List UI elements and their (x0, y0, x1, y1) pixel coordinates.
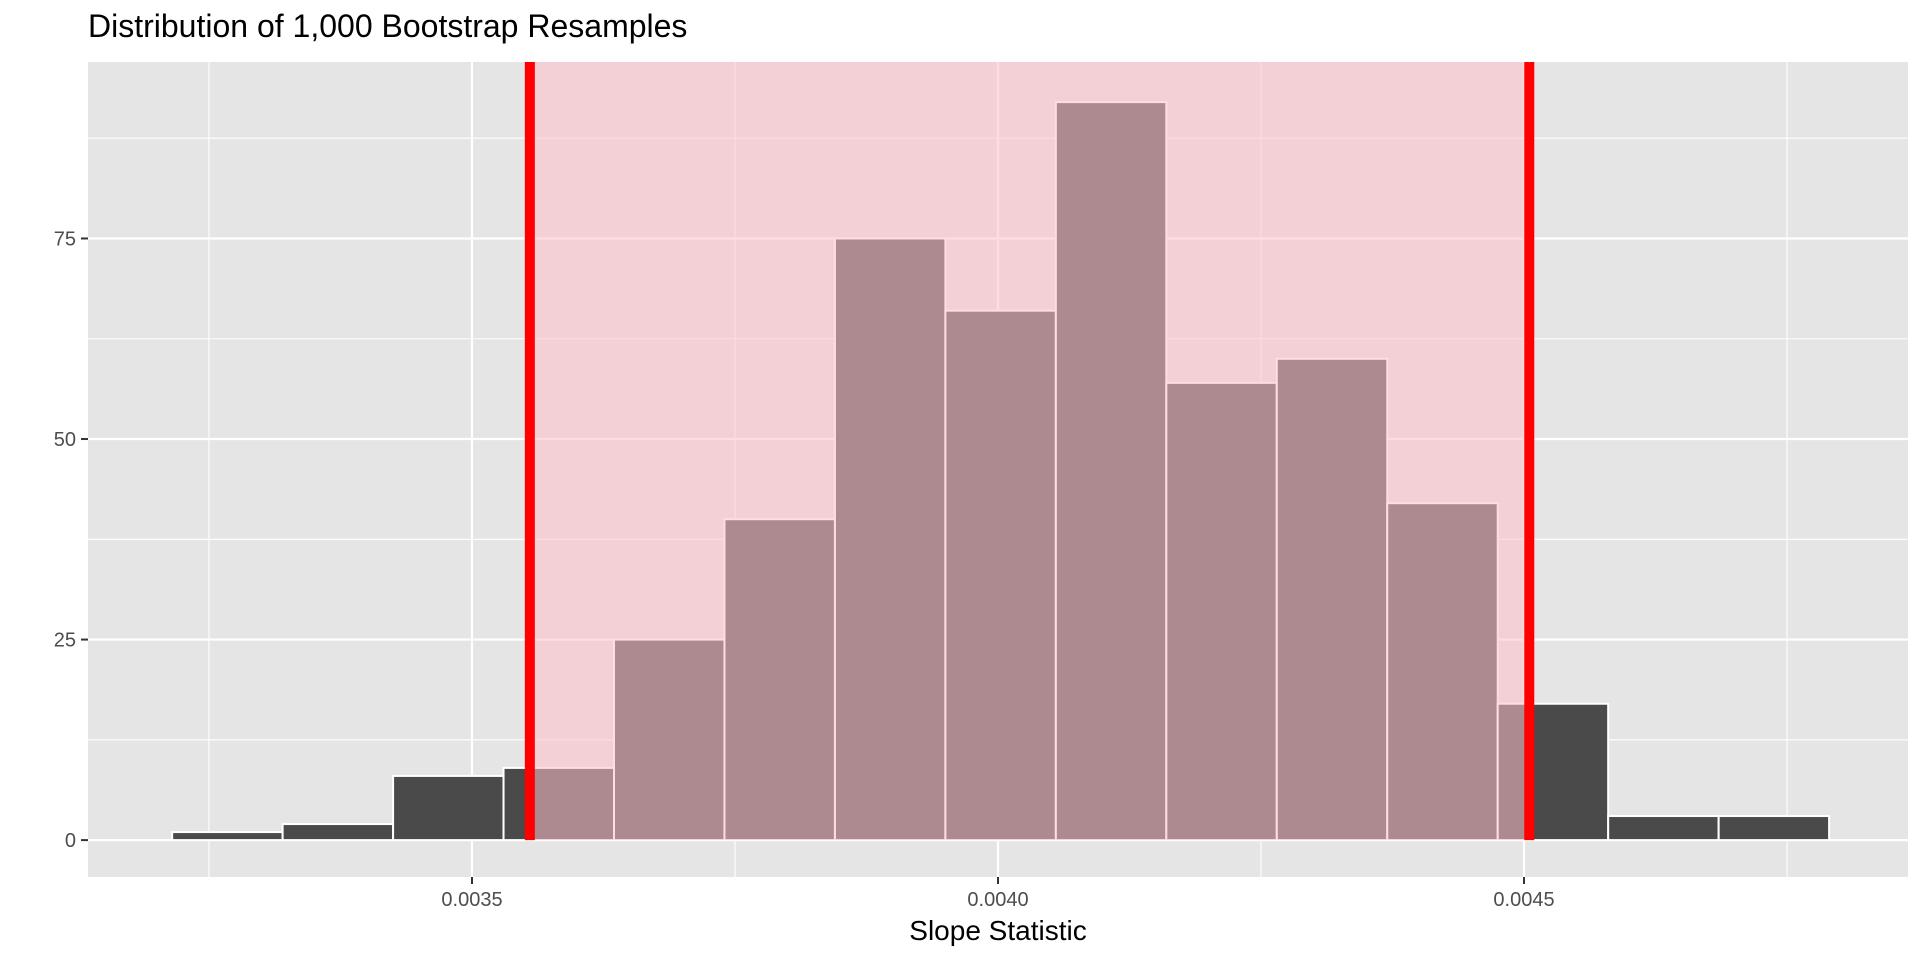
y-axis: 0 25 50 75 (54, 228, 88, 852)
histogram-bar (281, 823, 395, 842)
x-tick-label: 0.0045 (1493, 889, 1554, 911)
histogram-bar (171, 831, 284, 842)
chart-title: Distribution of 1,000 Bootstrap Resample… (88, 8, 688, 44)
x-axis-title: Slope Statistic (909, 915, 1086, 946)
x-axis: 0.0035 0.0040 0.0045 (441, 877, 1555, 911)
y-tick-label: 50 (54, 429, 76, 451)
y-tick-label: 0 (65, 830, 76, 852)
x-tick-label: 0.0035 (441, 889, 502, 911)
histogram-bar (392, 774, 505, 842)
histogram-bar (1607, 815, 1720, 842)
histogram-bar (1717, 815, 1831, 842)
y-tick-label: 25 (54, 630, 76, 652)
confidence-interval-shade (529, 62, 1530, 841)
y-tick-label: 75 (54, 228, 76, 250)
x-tick-label: 0.0040 (967, 889, 1028, 911)
